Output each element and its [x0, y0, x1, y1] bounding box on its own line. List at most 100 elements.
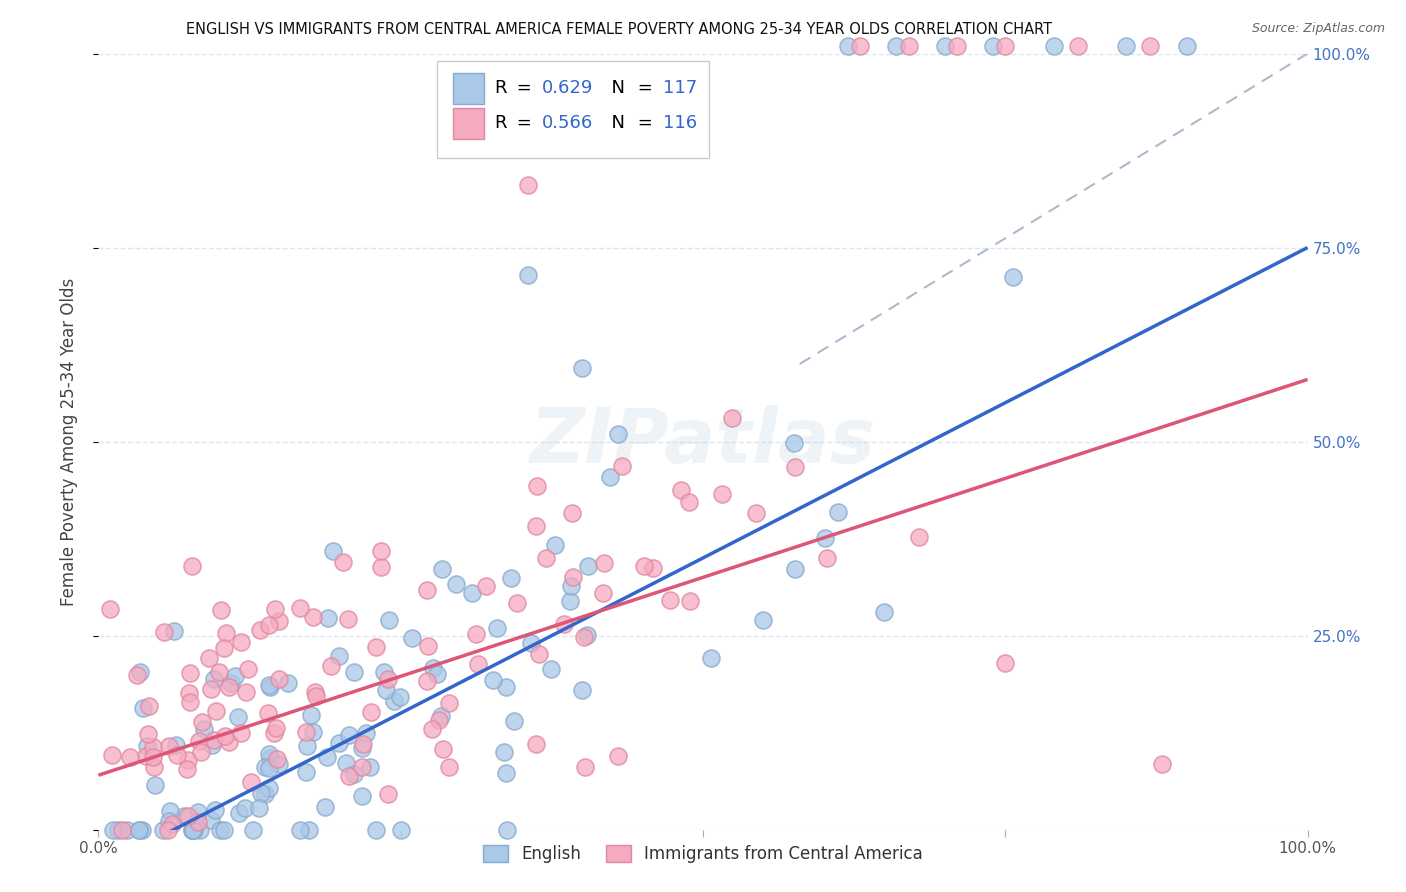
- Point: [224, 669, 246, 683]
- Point: [503, 714, 526, 729]
- Point: [202, 673, 225, 687]
- Point: [187, 805, 209, 820]
- Point: [233, 800, 256, 814]
- Point: [181, 822, 204, 837]
- FancyBboxPatch shape: [453, 73, 484, 104]
- Point: [266, 752, 288, 766]
- Point: [352, 741, 374, 756]
- Point: [897, 38, 920, 53]
- Point: [302, 725, 325, 739]
- Text: N: N: [600, 114, 626, 132]
- Point: [135, 739, 157, 754]
- Text: N: N: [600, 79, 626, 97]
- Point: [506, 596, 529, 610]
- Point: [437, 696, 460, 710]
- Point: [198, 651, 221, 665]
- Point: [516, 178, 538, 193]
- Point: [444, 577, 467, 591]
- Point: [575, 628, 598, 642]
- Point: [200, 682, 222, 697]
- Point: [574, 759, 596, 773]
- Point: [389, 690, 412, 705]
- Point: [298, 822, 321, 837]
- Point: [214, 729, 236, 743]
- Point: [249, 623, 271, 637]
- Point: [101, 822, 124, 837]
- Point: [420, 722, 443, 736]
- Point: [981, 38, 1004, 53]
- Point: [118, 750, 141, 764]
- Point: [181, 822, 204, 837]
- Text: R: R: [494, 79, 506, 97]
- Point: [527, 647, 550, 661]
- Point: [946, 38, 969, 53]
- Point: [228, 805, 250, 820]
- Point: [908, 530, 931, 544]
- Point: [208, 822, 231, 837]
- Point: [156, 822, 179, 837]
- Point: [499, 571, 522, 585]
- Point: [259, 680, 281, 694]
- Point: [177, 809, 200, 823]
- Point: [190, 822, 212, 837]
- Point: [377, 788, 399, 802]
- Point: [153, 625, 176, 640]
- Point: [259, 747, 281, 761]
- Point: [238, 662, 260, 676]
- Point: [1001, 269, 1024, 284]
- Point: [429, 708, 451, 723]
- Point: [607, 426, 630, 441]
- Point: [526, 479, 548, 493]
- Point: [375, 682, 398, 697]
- Point: [352, 789, 374, 804]
- Point: [721, 411, 744, 425]
- Point: [181, 558, 204, 573]
- Point: [994, 656, 1017, 670]
- Point: [98, 602, 121, 616]
- Point: [561, 570, 583, 584]
- Point: [257, 617, 280, 632]
- Point: [364, 822, 387, 837]
- Point: [267, 614, 290, 628]
- Point: [142, 739, 165, 754]
- Point: [111, 822, 134, 837]
- Text: 0.566: 0.566: [543, 114, 593, 132]
- Point: [129, 665, 152, 680]
- Point: [352, 738, 374, 752]
- Point: [253, 760, 276, 774]
- Point: [678, 495, 700, 509]
- Point: [465, 626, 488, 640]
- Point: [157, 739, 180, 753]
- Point: [157, 814, 180, 829]
- Point: [432, 741, 454, 756]
- Point: [416, 582, 439, 597]
- Point: [328, 736, 350, 750]
- Point: [1115, 38, 1137, 53]
- Point: [599, 470, 621, 484]
- Point: [299, 708, 322, 723]
- Point: [360, 705, 382, 719]
- Point: [215, 626, 238, 640]
- Point: [343, 766, 366, 780]
- Point: [212, 641, 235, 656]
- Point: [482, 673, 505, 687]
- Point: [314, 800, 336, 814]
- Point: [253, 787, 276, 801]
- Point: [540, 661, 562, 675]
- Point: [422, 661, 444, 675]
- Point: [212, 822, 235, 837]
- Point: [202, 733, 225, 747]
- Point: [560, 594, 582, 608]
- Point: [1042, 38, 1064, 53]
- Point: [295, 739, 318, 754]
- Point: [304, 684, 326, 698]
- Point: [190, 746, 212, 760]
- Point: [576, 559, 599, 574]
- Point: [100, 747, 122, 762]
- Point: [752, 613, 775, 627]
- Point: [461, 586, 484, 600]
- Point: [263, 726, 285, 740]
- Point: [142, 749, 165, 764]
- Point: [592, 586, 614, 600]
- Point: [534, 551, 557, 566]
